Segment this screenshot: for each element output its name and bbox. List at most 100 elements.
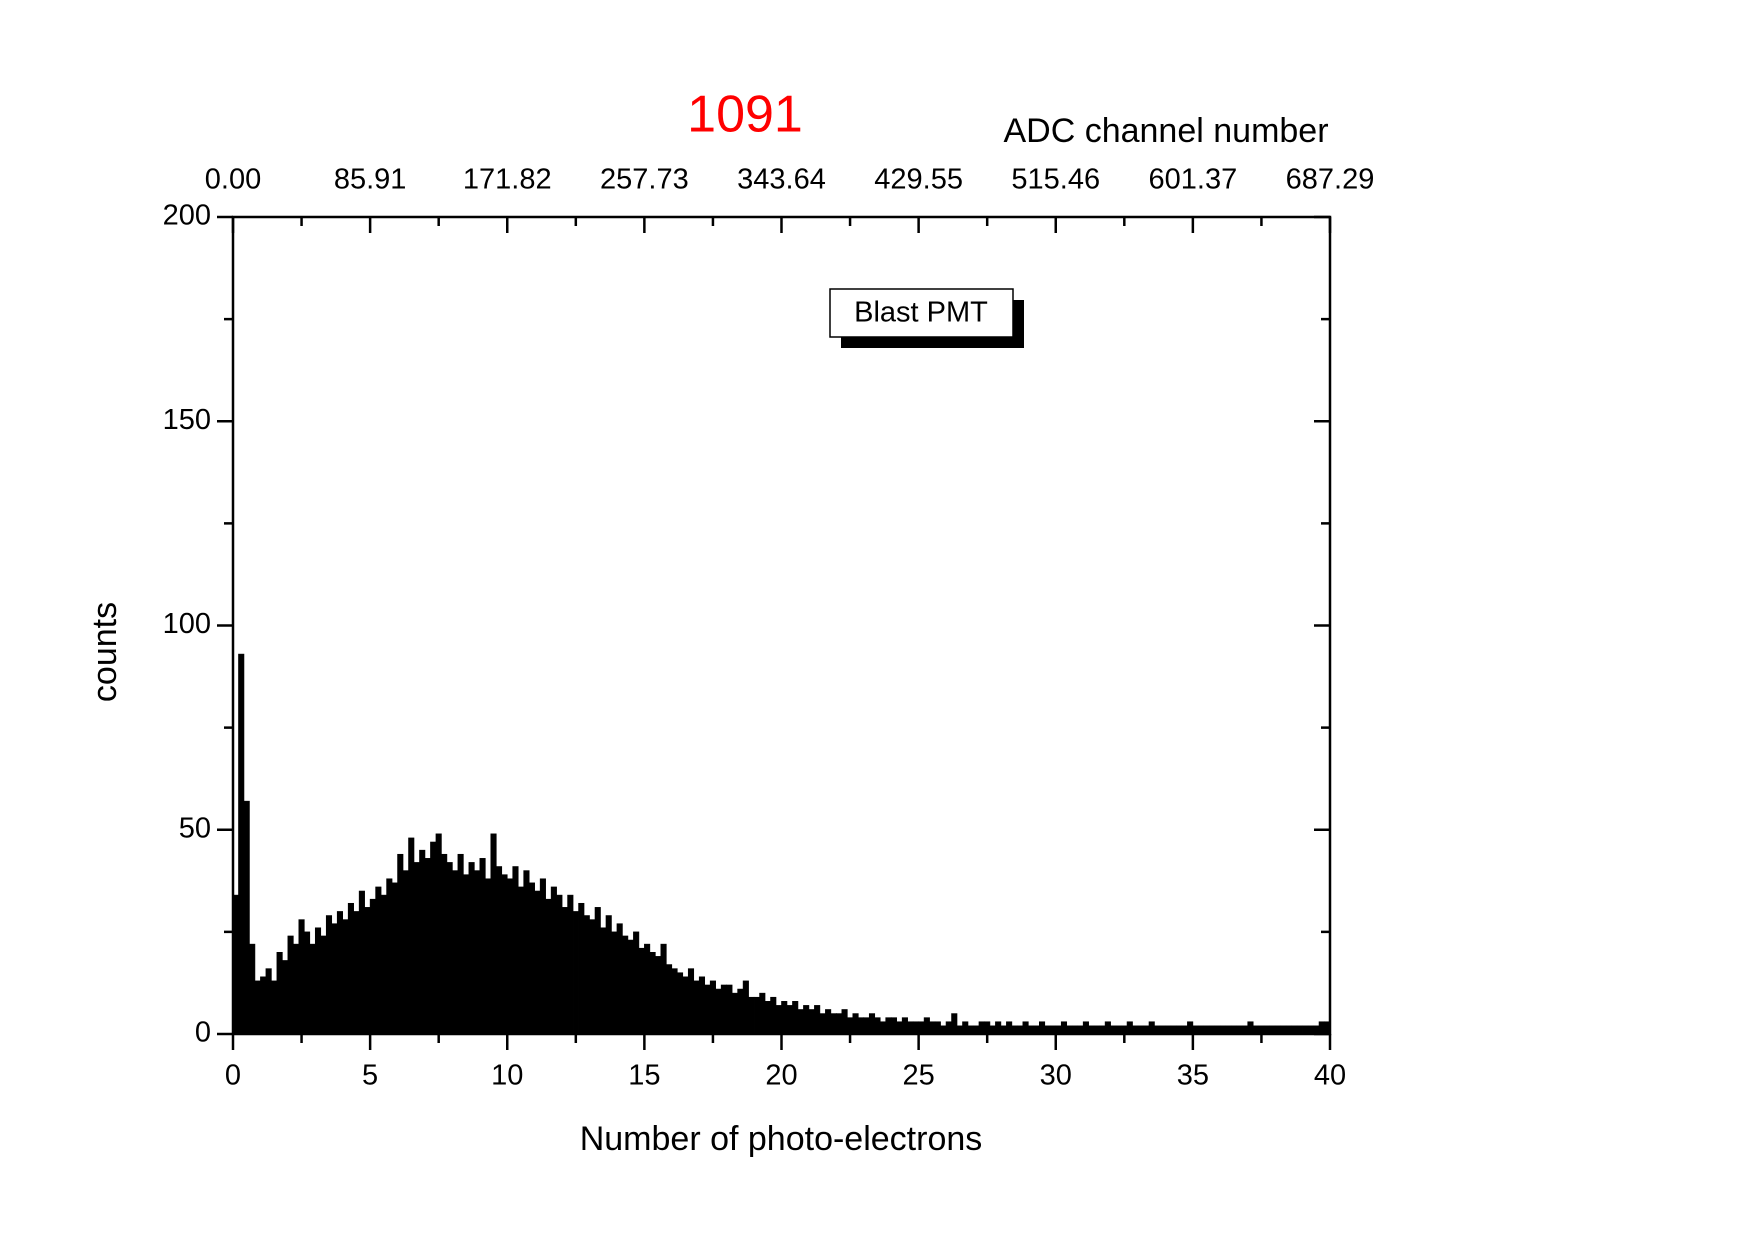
x2-tick-label: 601.37 <box>1149 164 1238 196</box>
bar <box>463 874 470 1035</box>
bar <box>847 1017 854 1035</box>
bar <box>336 911 343 1035</box>
bar <box>386 878 393 1035</box>
bar <box>660 943 667 1035</box>
bar <box>962 1021 969 1035</box>
bar <box>879 1021 887 1035</box>
bar <box>852 1013 859 1035</box>
bar <box>342 919 349 1035</box>
x-tick-label: 15 <box>628 1060 660 1092</box>
x2-tick-label: 257.73 <box>600 164 689 196</box>
bar <box>545 898 552 1035</box>
bar <box>836 1013 843 1035</box>
bar <box>380 894 387 1035</box>
bar <box>912 1021 919 1035</box>
bar <box>567 894 574 1035</box>
bar <box>1126 1021 1133 1035</box>
bar <box>923 1017 930 1035</box>
bar <box>803 1005 810 1035</box>
x2-tick-label: 343.64 <box>737 164 826 196</box>
bar <box>830 1013 837 1035</box>
bar <box>907 1021 914 1035</box>
bar <box>402 870 409 1035</box>
bar <box>446 862 453 1035</box>
bar <box>506 878 514 1035</box>
legend-box <box>829 288 1014 338</box>
bar <box>633 931 640 1035</box>
bar <box>868 1013 876 1035</box>
bar <box>797 1009 804 1035</box>
bar <box>682 976 689 1035</box>
x-tick-label: 40 <box>1314 1060 1346 1092</box>
bar <box>1148 1021 1155 1035</box>
bar <box>501 874 508 1035</box>
bar <box>539 878 546 1035</box>
bar <box>945 1021 952 1035</box>
bar <box>984 1021 991 1035</box>
bar <box>737 988 744 1035</box>
bar <box>770 996 777 1035</box>
bar <box>523 870 530 1035</box>
bar <box>978 1021 985 1035</box>
bar <box>726 984 733 1035</box>
y-tick-label: 50 <box>179 812 211 844</box>
bar <box>759 992 766 1035</box>
bar <box>1006 1021 1013 1035</box>
x-axis-label: Number of photo-electrons <box>580 1120 983 1158</box>
bar <box>413 862 420 1035</box>
bar <box>561 907 568 1035</box>
bar <box>863 1017 870 1035</box>
bar <box>655 956 662 1035</box>
bar <box>704 984 711 1035</box>
bar <box>874 1017 881 1035</box>
bar <box>995 1021 1002 1035</box>
bar <box>254 980 261 1035</box>
bar <box>304 931 311 1035</box>
bar <box>331 923 338 1035</box>
bar <box>325 915 333 1035</box>
bar <box>589 919 596 1035</box>
bar <box>649 951 656 1035</box>
bar <box>616 923 623 1035</box>
bar <box>572 911 579 1035</box>
legend-label: Blast PMT <box>854 297 988 329</box>
bar <box>238 653 245 1035</box>
x2-tick-label: 171.82 <box>463 164 552 196</box>
bar <box>1187 1021 1194 1035</box>
bar <box>1022 1021 1029 1035</box>
bar <box>951 1013 958 1035</box>
bar <box>276 951 283 1035</box>
bar <box>534 890 541 1035</box>
x2-tick-label: 515.46 <box>1011 164 1100 196</box>
bar <box>638 947 645 1035</box>
bar <box>435 833 442 1035</box>
x-tick-label: 35 <box>1177 1060 1209 1092</box>
bar <box>896 1021 903 1035</box>
bar <box>347 902 354 1035</box>
bar <box>452 870 459 1035</box>
x-tick-label: 5 <box>362 1060 378 1092</box>
bar <box>671 968 678 1035</box>
bar <box>885 1017 892 1035</box>
bar <box>353 911 360 1035</box>
bar <box>687 968 695 1035</box>
x2-axis-label: ADC channel number <box>1003 112 1328 150</box>
bar <box>375 886 382 1035</box>
bar <box>775 1005 782 1035</box>
bar <box>698 976 706 1035</box>
bar <box>358 890 365 1035</box>
bar <box>918 1021 925 1035</box>
bar <box>556 894 563 1035</box>
bar <box>495 866 503 1035</box>
bar <box>890 1017 897 1035</box>
x-tick-label: 30 <box>1040 1060 1072 1092</box>
bar <box>424 858 431 1035</box>
bar <box>298 919 305 1035</box>
bar <box>441 853 448 1035</box>
bar <box>271 980 278 1035</box>
x2-tick-label: 429.55 <box>874 164 963 196</box>
x-tick-label: 10 <box>491 1060 523 1092</box>
bar <box>676 972 684 1035</box>
bar <box>693 980 700 1035</box>
